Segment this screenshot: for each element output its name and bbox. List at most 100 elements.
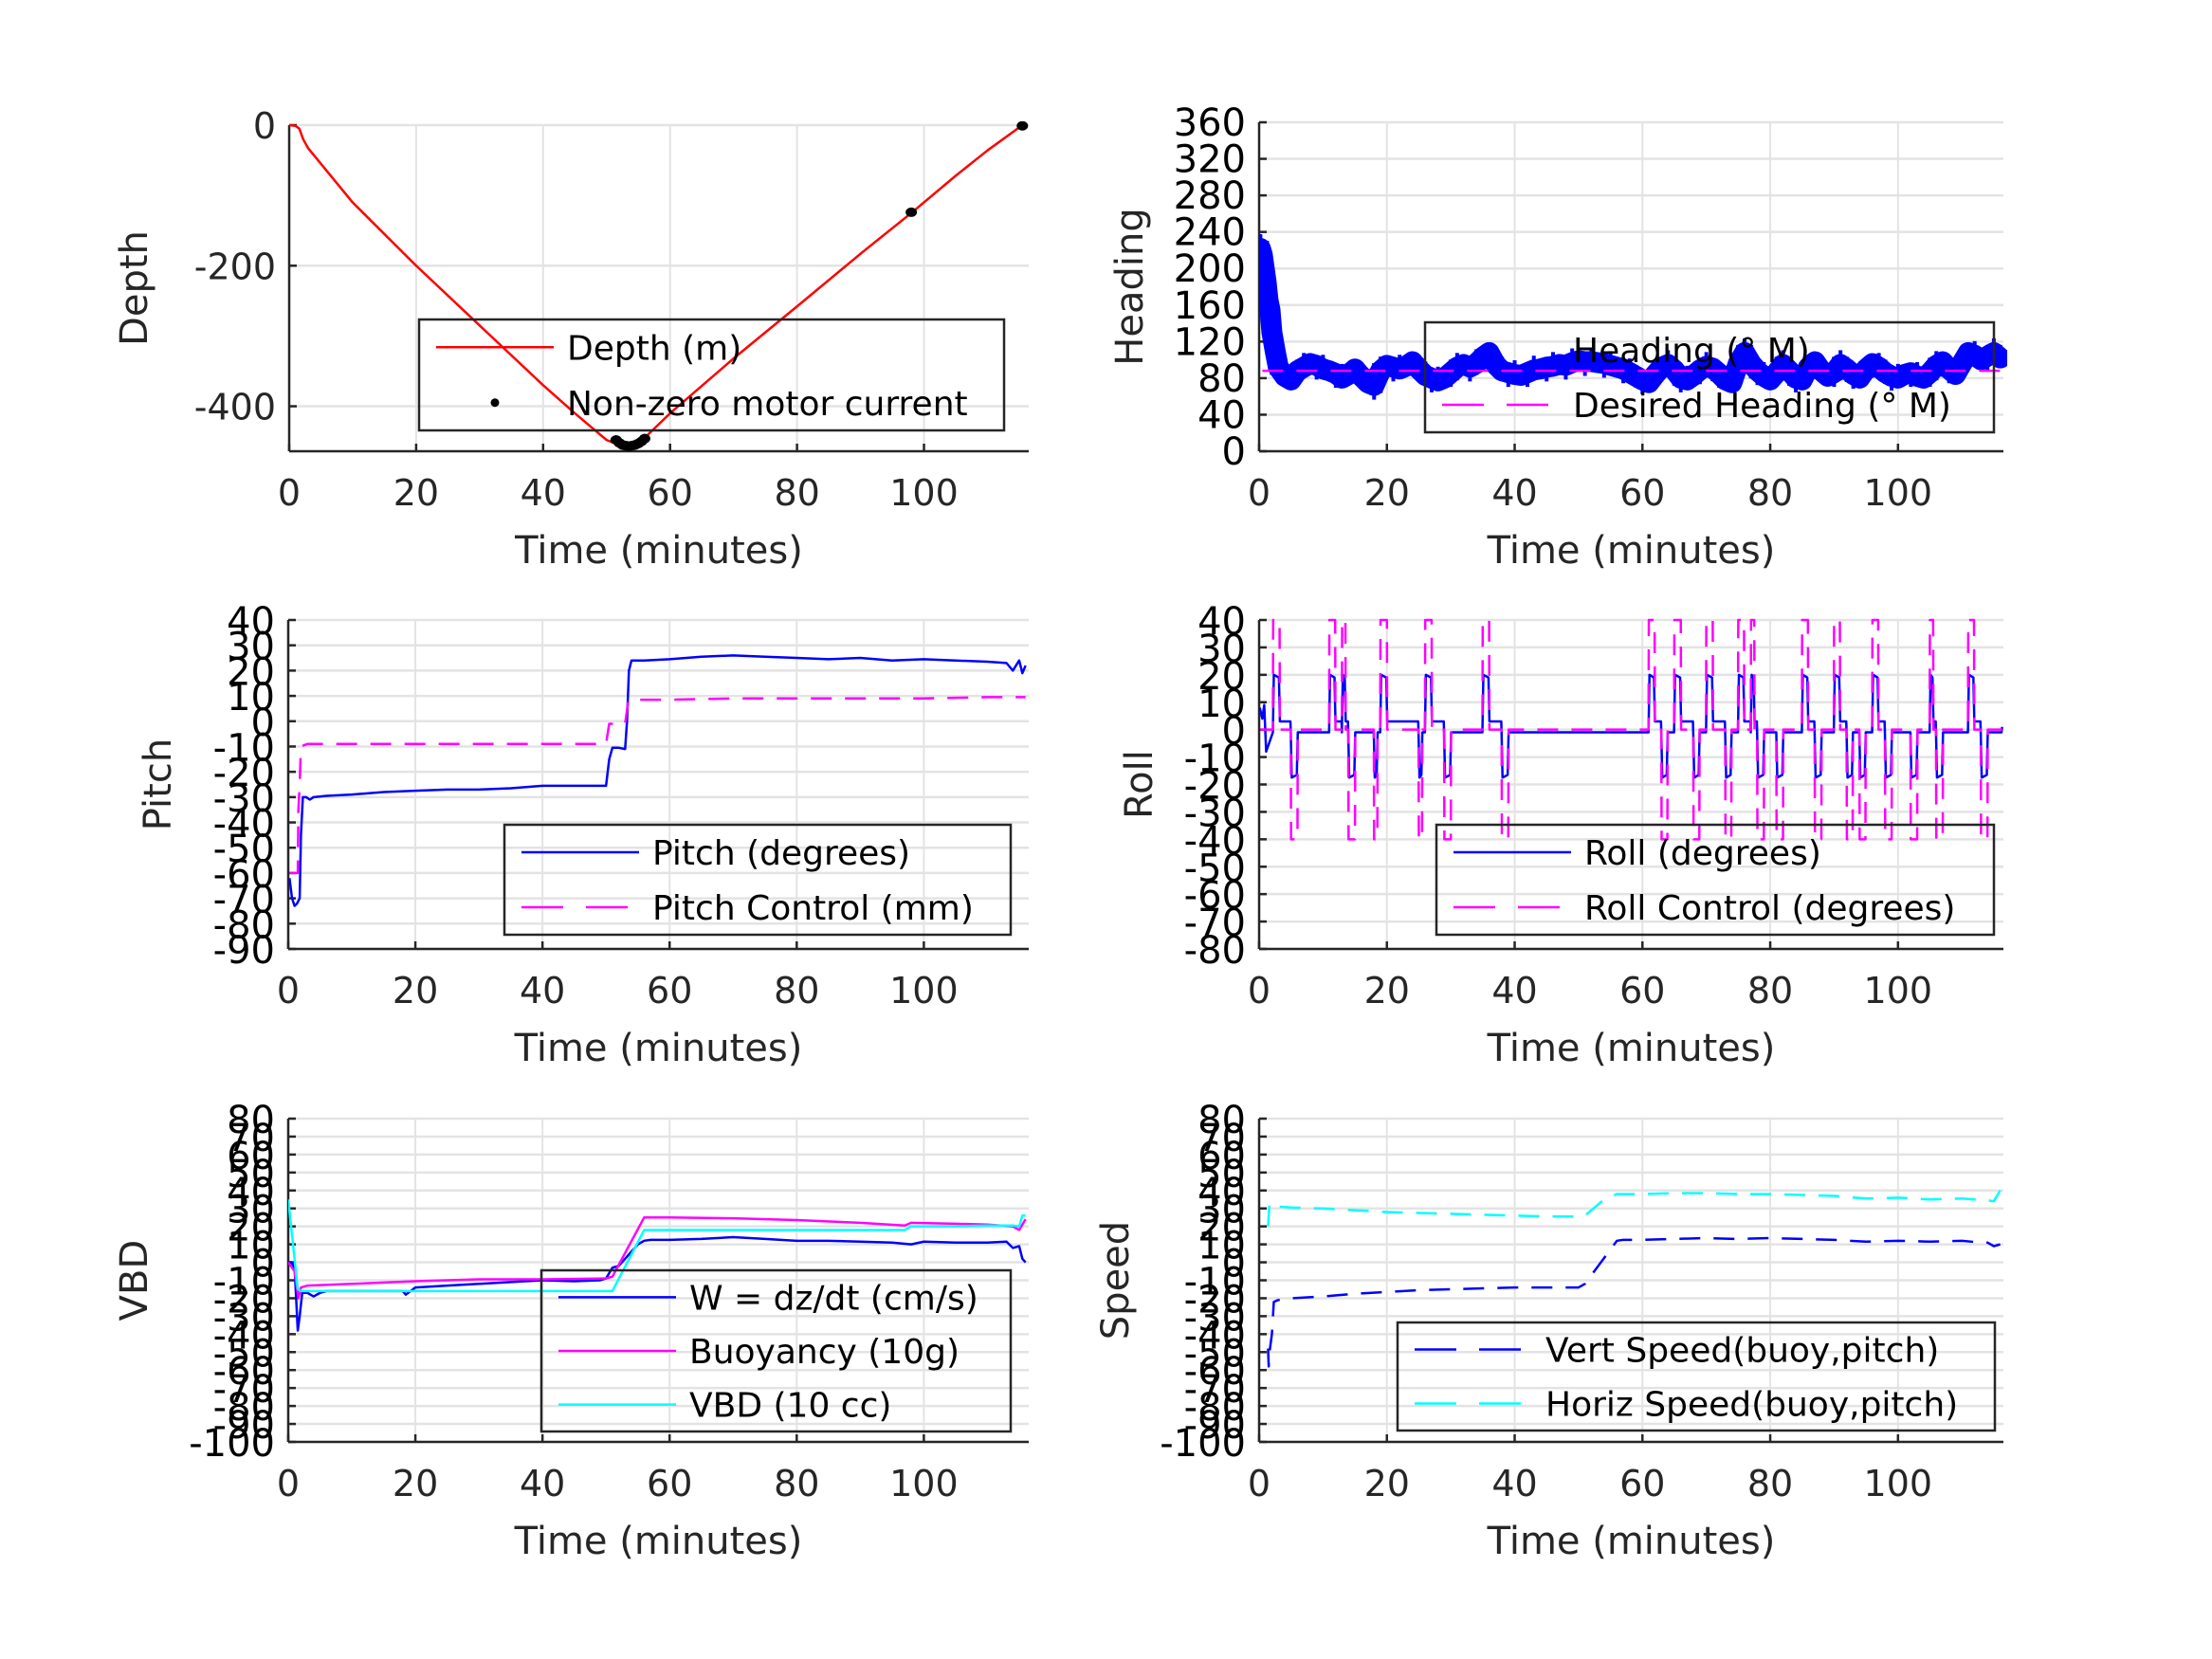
x-tick-label: 40 <box>1491 1463 1537 1504</box>
series-non-zero-motor-current <box>610 121 1029 451</box>
data-point <box>1921 370 1939 388</box>
data-point <box>1365 382 1383 400</box>
data-line <box>288 1215 1027 1300</box>
legend-label: Buoyancy (10g) <box>689 1333 960 1372</box>
data-point <box>1723 374 1741 392</box>
y-tick-label: 20 <box>227 650 275 694</box>
series-roll-control-degrees <box>1260 618 2003 841</box>
y-tick-label: 80 <box>1197 1099 1246 1142</box>
x-tick-label: 0 <box>277 1463 300 1504</box>
data-point <box>1653 364 1671 382</box>
y-axis-label: VBD <box>113 1240 156 1322</box>
y-tick-label: 0 <box>251 702 275 745</box>
y-axis-label: Roll <box>1118 750 1161 819</box>
legend-item: Pitch Control (mm) <box>521 889 974 928</box>
data-point <box>1259 265 1273 283</box>
subplot-roll: 0 20 40 60 80 100403020100-10-20-30-40-50-60-… <box>1118 600 2003 1070</box>
y-tick-label: -30 <box>213 1296 275 1340</box>
y-tick-label: 10 <box>1197 683 1246 726</box>
y-tick-label: 70 <box>227 1117 275 1160</box>
data-point <box>1263 318 1281 336</box>
x-tick-label: 80 <box>774 970 819 1012</box>
y-tick-label: 50 <box>227 1153 275 1196</box>
y-tick-label: -30 <box>1184 792 1246 835</box>
plot-area <box>289 121 1029 451</box>
x-tick-label: 40 <box>520 1463 565 1504</box>
y-tick-label: -200 <box>194 246 276 287</box>
data-point <box>905 207 918 217</box>
series-heading-m <box>1259 234 2007 400</box>
y-tick-label: 40 <box>227 600 275 644</box>
y-axis-label: Heading <box>1108 208 1152 365</box>
legend-label: Depth (m) <box>567 329 741 368</box>
legend-label: Heading (° M) <box>1573 332 1810 371</box>
y-tick-label: 360 <box>1174 101 1246 145</box>
plot-area <box>1267 1190 2002 1368</box>
legend: Depth (m) Non-zero motor current <box>417 318 1006 432</box>
series-w-dz-dt-cm-s <box>288 1235 1027 1332</box>
y-tick-label: -10 <box>1184 1261 1246 1304</box>
y-tick-label: 320 <box>1174 138 1246 182</box>
x-tick-label: 40 <box>520 970 565 1012</box>
legend-label: Horiz Speed(buoy,pitch) <box>1545 1386 1958 1425</box>
y-tick-label: -50 <box>1184 1332 1246 1376</box>
data-line <box>288 1199 1026 1293</box>
y-tick-label: 20 <box>1197 1207 1246 1250</box>
data-line <box>289 696 1026 875</box>
x-tick-label: 20 <box>393 1463 438 1504</box>
y-tick-label: -70 <box>213 879 275 922</box>
legend: Roll (degrees) Roll Control (degrees) <box>1435 823 1996 937</box>
subplot-depth: 0 20 40 60 80 100 0 -200 -400 Time (minutes) Depth… <box>113 105 1029 573</box>
legend-marker-icon <box>490 398 500 408</box>
y-tick-label: 20 <box>227 1207 275 1250</box>
y-tick-label: 240 <box>1174 211 1246 255</box>
data-line <box>1267 1236 2001 1368</box>
legend: Pitch (degrees) Pitch Control (mm) <box>503 823 1013 937</box>
x-axis-label: Time (minutes) <box>1487 1520 1776 1563</box>
y-tick-label: 50 <box>1197 1153 1246 1196</box>
y-tick-label: -60 <box>1184 874 1246 918</box>
legend-item: Roll (degrees) <box>1453 834 1821 873</box>
plot-area <box>288 1199 1027 1332</box>
data-point <box>1261 306 1279 324</box>
y-tick-label: 40 <box>227 1171 275 1214</box>
y-tick-label: 0 <box>1222 430 1246 474</box>
subplot-heading: 0 20 40 60 80 10004080120160200240280320360Ti… <box>1108 101 2007 573</box>
legend: Vert Speed(buoy,pitch) Horiz Speed(buoy,p… <box>1396 1321 1997 1432</box>
x-tick-label: 20 <box>393 970 438 1012</box>
legend-box <box>539 1268 1013 1433</box>
data-point <box>1825 370 1843 388</box>
data-point <box>1442 370 1460 388</box>
subplot-pitch: 0 20 40 60 80 100403020100-10-20-30-40-50-60-… <box>137 600 1029 1070</box>
x-tick-label: 100 <box>1864 970 1933 1012</box>
data-point <box>1837 360 1856 378</box>
data-point <box>1870 353 1888 371</box>
x-tick-label: 60 <box>648 472 693 514</box>
y-tick-label: -70 <box>1184 1368 1246 1412</box>
data-point <box>1832 350 1850 368</box>
y-tick-label: 0 <box>253 105 276 147</box>
x-tick-label: 20 <box>393 472 439 514</box>
legend-item: Heading (° M) <box>1573 332 1810 371</box>
y-tick-label: -70 <box>1184 902 1246 945</box>
x-tick-label: 20 <box>1364 970 1410 1012</box>
y-tick-label: 10 <box>227 676 275 720</box>
series-vbd-10-cc <box>288 1199 1026 1293</box>
data-line <box>288 654 1027 907</box>
y-tick-label: 0 <box>251 1243 275 1286</box>
series-buoyancy-10g <box>288 1215 1027 1300</box>
data-point <box>1259 267 1275 285</box>
y-tick-label: -40 <box>213 1314 275 1358</box>
y-tick-label: 10 <box>1197 1225 1246 1268</box>
x-tick-label: 60 <box>647 970 692 1012</box>
legend-item: Roll Control (degrees) <box>1453 889 1955 928</box>
legend-item: Vert Speed(buoy,pitch) <box>1415 1332 1939 1371</box>
data-point <box>1595 360 1613 378</box>
y-tick-label: 70 <box>1197 1117 1246 1160</box>
y-tick-label: -90 <box>1184 1404 1246 1448</box>
x-axis-label: Time (minutes) <box>514 529 803 573</box>
x-tick-label: 80 <box>1747 472 1793 514</box>
legend-box <box>1435 823 1996 937</box>
x-tick-label: 0 <box>1248 472 1271 514</box>
